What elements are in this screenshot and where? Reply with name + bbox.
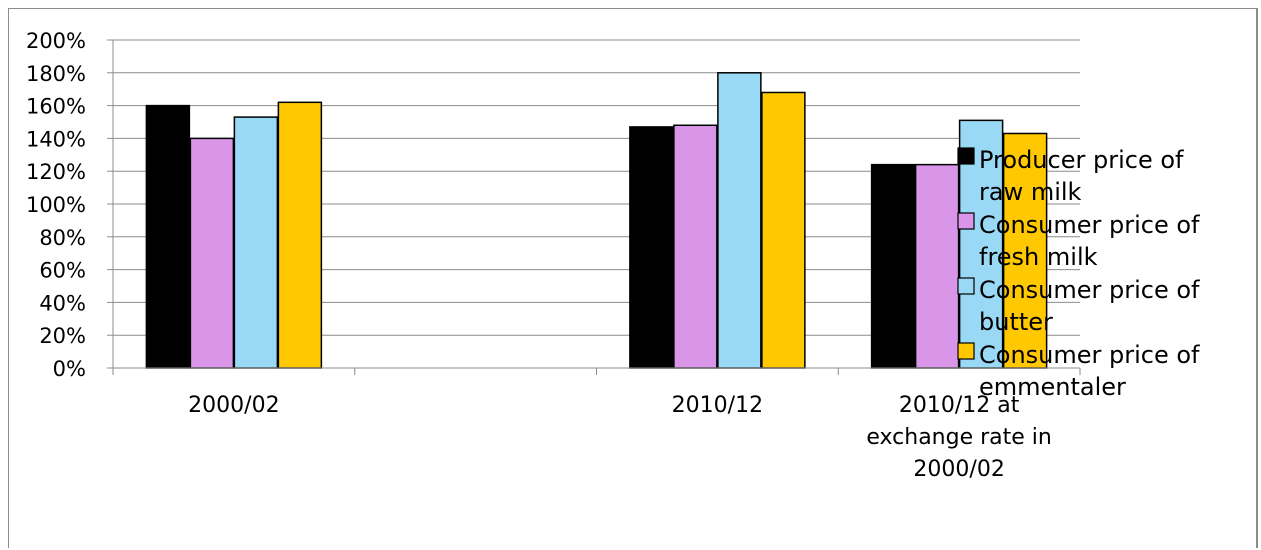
legend-swatch (957, 147, 975, 165)
bar (673, 124, 718, 369)
legend-swatch (957, 212, 975, 230)
chart-frame (8, 8, 1258, 548)
legend-label: Consumer price of (979, 276, 1200, 304)
legend-label: Producer price of (979, 146, 1184, 174)
bar (277, 101, 323, 369)
y-tick-label: 140% (26, 127, 86, 151)
bar (233, 116, 279, 369)
bar (870, 163, 916, 369)
y-tick-label: 80% (39, 226, 86, 250)
y-tick-label: 40% (39, 291, 86, 315)
bar (1002, 132, 1048, 369)
legend-label: fresh milk (979, 243, 1098, 271)
legend-label: butter (979, 308, 1053, 336)
legend-label: Consumer price of (979, 211, 1200, 239)
x-tick-label: 2000/02 (913, 457, 1004, 482)
x-tick-label: 2000/02 (188, 393, 279, 418)
legend-label: emmentaler (979, 373, 1126, 401)
y-tick-label: 0% (53, 357, 86, 381)
legend-swatch (957, 342, 975, 360)
y-tick-label: 120% (26, 160, 86, 184)
bar (189, 137, 235, 369)
bar (914, 163, 960, 369)
bar (629, 126, 674, 369)
bar (761, 91, 806, 369)
x-axis: 2000/02 2010/12 2010/12 at exchange rate in… (112, 367, 1081, 482)
x-tick-label: 2010/12 (672, 393, 763, 418)
legend-label: Consumer price of (979, 341, 1200, 369)
y-tick-label: 160% (26, 95, 86, 119)
y-tick-label: 60% (39, 259, 86, 283)
bar (717, 72, 762, 369)
legend: Producer price of raw milk Consumer price … (957, 146, 1200, 401)
x-tick-label: exchange rate in (866, 425, 1051, 450)
legend-swatch (957, 277, 975, 295)
y-axis-ticks: 0% 20% 40% 60% 80% 100% 120% 140% 160% 180% 200% (26, 29, 114, 381)
y-tick-label: 180% (26, 62, 86, 86)
bar (145, 104, 191, 369)
y-tick-label: 20% (39, 324, 86, 348)
y-tick-label: 100% (26, 193, 86, 217)
legend-label: raw milk (979, 178, 1082, 206)
bars (145, 72, 1048, 369)
y-tick-label: 200% (26, 29, 86, 53)
x-tick-label: 2010/12 at (899, 393, 1020, 418)
